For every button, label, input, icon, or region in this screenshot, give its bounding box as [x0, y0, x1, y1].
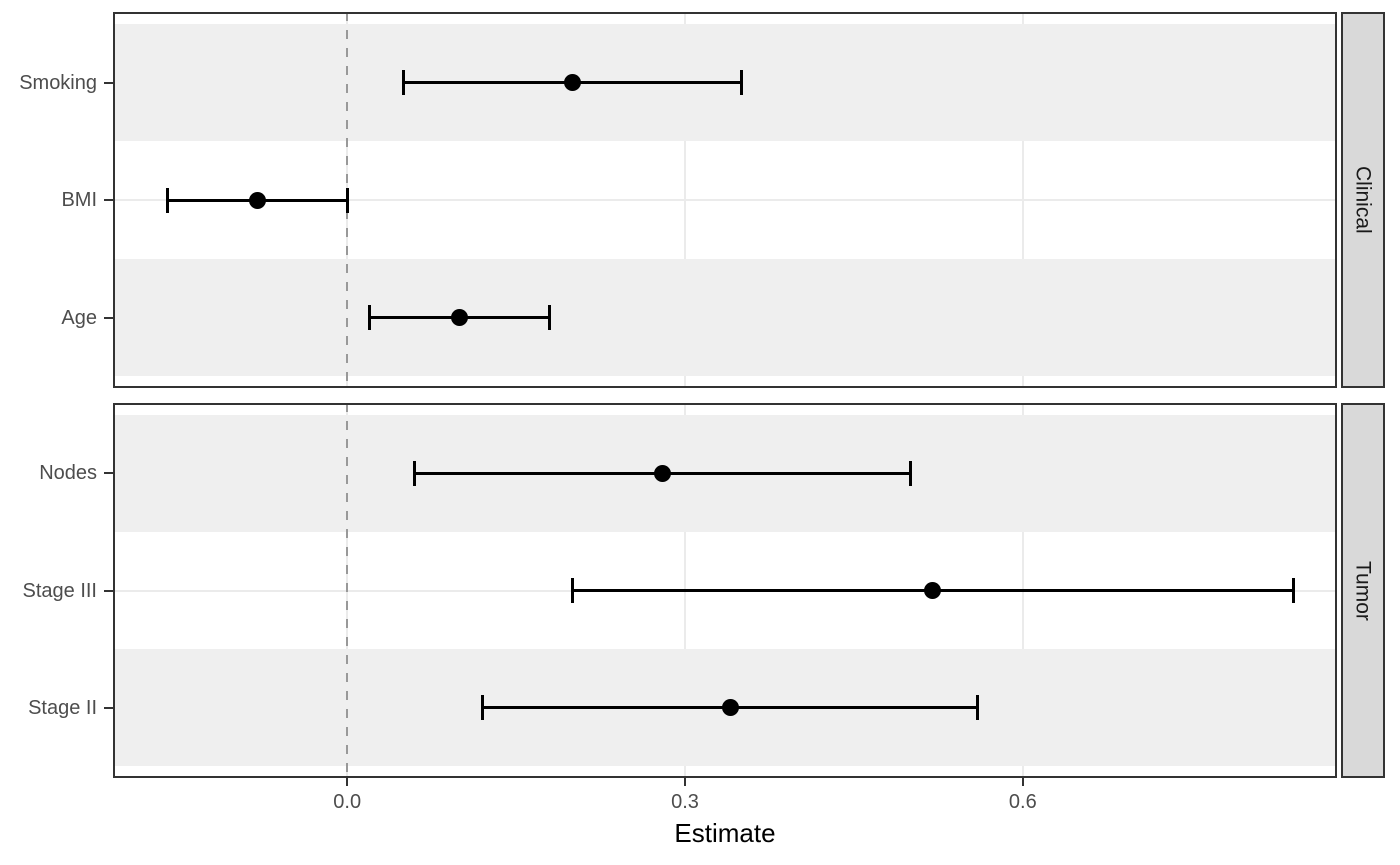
error-bar-cap-high	[1291, 578, 1295, 603]
y-axis-tick	[104, 706, 113, 709]
facet-strip-clinical: Clinical	[1341, 12, 1385, 388]
y-axis-label-age: Age	[61, 306, 97, 329]
facet-strip-label: Tumor	[1351, 560, 1375, 621]
y-axis-tick	[104, 472, 113, 475]
y-axis-label-stage-iii: Stage III	[22, 579, 98, 602]
facet-panel-clinical	[113, 12, 1337, 388]
x-axis-tick-label-0-0: 0.0	[333, 791, 362, 813]
point-estimate-stage-iii	[924, 582, 942, 599]
row-stripe	[113, 258, 1337, 377]
facet-strip-label: Clinical	[1351, 166, 1375, 234]
x-axis-tick-label-0-3: 0.3	[671, 791, 699, 813]
y-axis-label-bmi: BMI	[61, 189, 97, 211]
point-estimate-stage-ii	[721, 699, 739, 717]
y-axis-tick	[104, 316, 113, 319]
error-bar-cap-low	[413, 460, 417, 486]
x-axis-tick	[684, 778, 687, 786]
facet-strip-tumor: Tumor	[1341, 403, 1385, 778]
point-estimate-bmi	[248, 191, 266, 209]
x-axis-tick	[1021, 778, 1024, 786]
y-axis-tick	[104, 589, 113, 592]
error-bar-cap-high	[548, 305, 552, 330]
x-axis-title: Estimate	[674, 818, 776, 848]
point-estimate-smoking	[563, 74, 581, 91]
point-estimate-nodes	[654, 464, 671, 482]
x-axis-tick-label-0-6: 0.6	[1008, 791, 1037, 813]
x-axis-tick	[346, 778, 349, 786]
error-bar-cap-low	[368, 305, 372, 330]
error-bar-cap-low	[165, 187, 169, 213]
y-axis-label-smoking: Smoking	[19, 71, 97, 94]
error-bar-cap-low	[570, 578, 574, 603]
error-bar-cap-low	[402, 70, 406, 95]
y-axis-tick	[104, 81, 113, 84]
error-bar-cap-high	[976, 695, 980, 721]
y-axis-label-stage-ii: Stage II	[28, 696, 97, 719]
zero-reference-line	[346, 403, 349, 778]
y-gridline	[113, 199, 1337, 201]
error-bar-cap-high	[739, 70, 743, 95]
facet-panel-tumor	[113, 403, 1337, 778]
point-estimate-age	[451, 309, 469, 326]
error-bar-cap-high	[908, 460, 912, 486]
error-bar-cap-low	[480, 695, 484, 721]
y-axis-label-nodes: Nodes	[39, 462, 97, 485]
y-axis-tick	[104, 199, 113, 201]
error-bar-cap-high	[345, 187, 349, 213]
